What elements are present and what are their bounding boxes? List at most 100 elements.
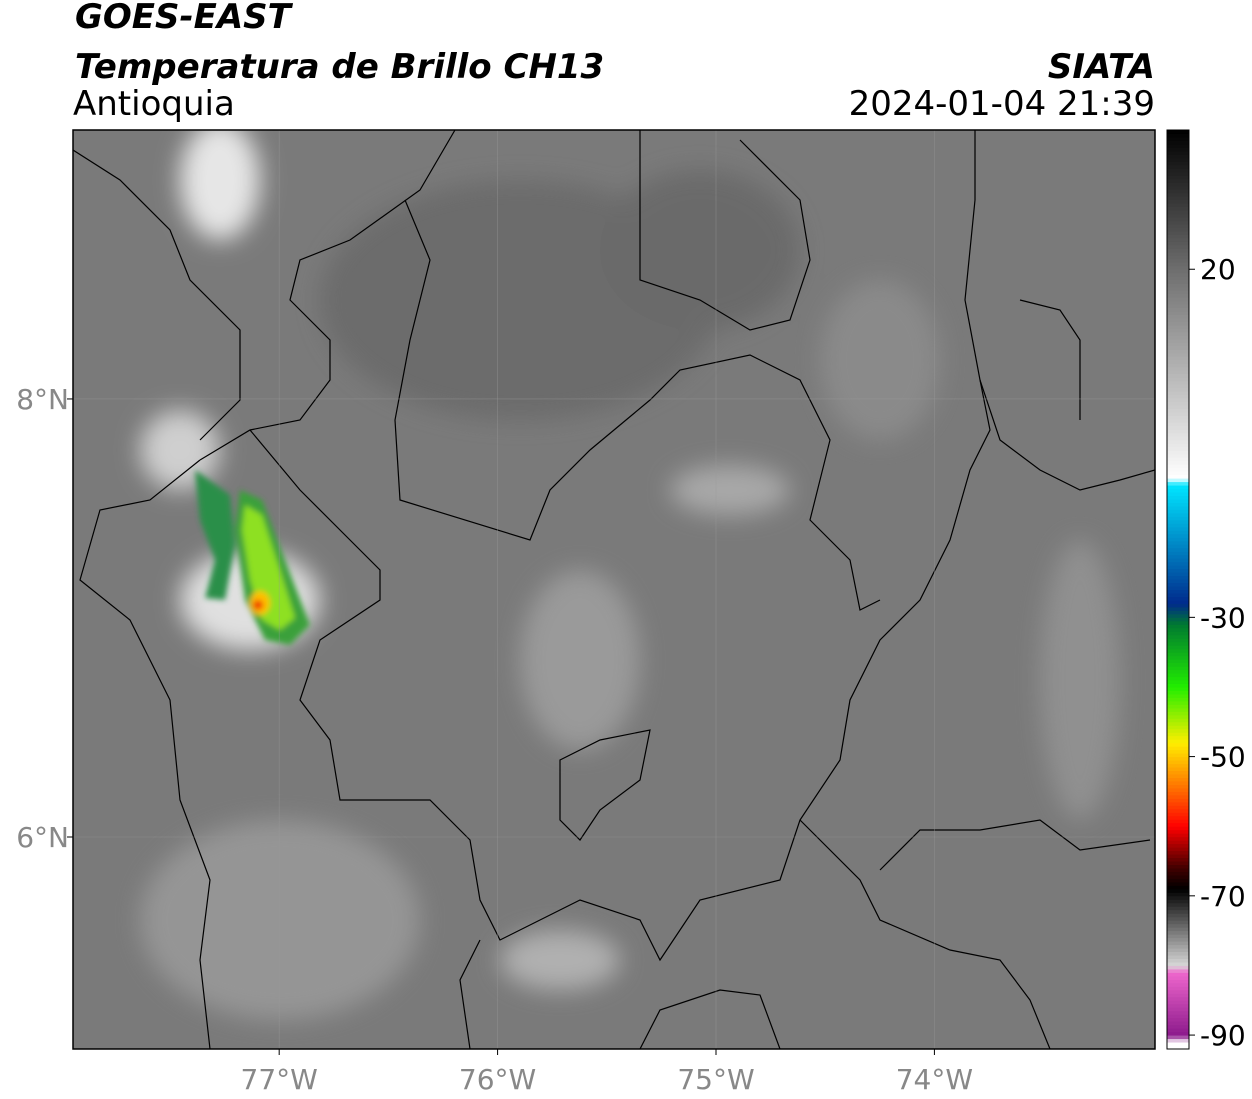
colorbar	[1167, 130, 1189, 1050]
colorbar-segment	[1167, 547, 1189, 552]
colorbar-segment	[1167, 297, 1189, 302]
colorbar-segment	[1167, 986, 1189, 991]
colorbar-segment	[1167, 1035, 1189, 1040]
colorbar-segment	[1167, 718, 1189, 723]
colorbar-segment	[1167, 906, 1189, 911]
colorbar-segment	[1167, 276, 1189, 281]
colorbar-segment	[1167, 840, 1189, 845]
colorbar-segment	[1167, 627, 1189, 632]
colorbar-segment	[1167, 516, 1189, 521]
colorbar-segment	[1167, 728, 1189, 733]
colorbar-segment	[1167, 443, 1189, 448]
colorbar-segment	[1167, 801, 1189, 806]
colorbar-segment	[1167, 773, 1189, 778]
colorbar-segment	[1167, 227, 1189, 232]
timestamp: 2024-01-04 21:39	[849, 84, 1155, 124]
colorbar-segment	[1167, 916, 1189, 921]
colorbar-segment	[1167, 617, 1189, 622]
colorbar-segment	[1167, 892, 1189, 897]
colorbar-segment	[1167, 436, 1189, 441]
colorbar-segment	[1167, 255, 1189, 260]
colorbar-segment	[1167, 157, 1189, 162]
colorbar-segment	[1167, 411, 1189, 416]
colorbar-segment	[1167, 951, 1189, 956]
x-tick-label: 76°W	[459, 1063, 536, 1096]
colorbar-segment	[1167, 742, 1189, 747]
colorbar-segment	[1167, 140, 1189, 145]
colorbar-segment	[1167, 178, 1189, 183]
colorbar-segment	[1167, 749, 1189, 754]
colorbar-segment	[1167, 756, 1189, 761]
colorbar-segment	[1167, 721, 1189, 726]
colorbar-segment	[1167, 874, 1189, 879]
colorbar-segment	[1167, 1021, 1189, 1026]
colorbar-segment	[1167, 686, 1189, 691]
colorbar-segment	[1167, 683, 1189, 688]
colorbar-segment	[1167, 606, 1189, 611]
colorbar-segment	[1167, 279, 1189, 284]
colorbar-segment	[1167, 714, 1189, 719]
colorbar-segment	[1167, 968, 1189, 973]
colorbar-segment	[1167, 377, 1189, 382]
colorbar-segment	[1167, 345, 1189, 350]
colorbar-segment	[1167, 164, 1189, 169]
colorbar-segment	[1167, 359, 1189, 364]
colorbar-segment	[1167, 777, 1189, 782]
colorbar-segment	[1167, 735, 1189, 740]
colorbar-segment	[1167, 937, 1189, 942]
colorbar-segment	[1167, 662, 1189, 667]
y-tick-label: 6°N	[16, 821, 69, 854]
colorbar-segment	[1167, 391, 1189, 396]
colorbar-segment	[1167, 787, 1189, 792]
colorbar-segment	[1167, 300, 1189, 305]
colorbar-segment	[1167, 401, 1189, 406]
colorbar-segment	[1167, 230, 1189, 235]
colorbar-segment	[1167, 704, 1189, 709]
colorbar-segment	[1167, 1031, 1189, 1036]
colorbar-tick-label: -30	[1200, 601, 1246, 634]
colorbar-segment	[1167, 561, 1189, 566]
colorbar-segment	[1167, 944, 1189, 949]
colorbar-segment	[1167, 130, 1189, 134]
colorbar-segment	[1167, 366, 1189, 371]
colorbar-segment	[1167, 304, 1189, 309]
colorbar-segment	[1167, 223, 1189, 228]
colorbar-segment	[1167, 530, 1189, 535]
colorbar-segment	[1167, 237, 1189, 242]
colorbar-segment	[1167, 133, 1189, 138]
colorbar-segment	[1167, 631, 1189, 636]
colorbar-tick-label: -70	[1200, 880, 1246, 913]
colorbar-segment	[1167, 920, 1189, 925]
colorbar-segment	[1167, 533, 1189, 538]
colorbar-segment	[1167, 408, 1189, 413]
colorbar-segment	[1167, 373, 1189, 378]
colorbar-segment	[1167, 286, 1189, 291]
colorbar-segment	[1167, 596, 1189, 601]
colorbar-segment	[1167, 519, 1189, 524]
colorbar-segment	[1167, 136, 1189, 141]
colorbar-segment	[1167, 847, 1189, 852]
colorbar-segment	[1167, 429, 1189, 434]
colorbar-segment	[1167, 857, 1189, 862]
colorbar-segment	[1167, 307, 1189, 312]
colorbar-segment	[1167, 669, 1189, 674]
colorbar-segment	[1167, 850, 1189, 855]
colorbar-segment	[1167, 210, 1189, 215]
colorbar-segment	[1167, 613, 1189, 618]
colorbar-segment	[1167, 432, 1189, 437]
colorbar-segment	[1167, 655, 1189, 660]
colorbar-segment	[1167, 467, 1189, 472]
colorbar-segment	[1167, 1003, 1189, 1008]
colorbar-segment	[1167, 199, 1189, 204]
colorbar-segment	[1167, 645, 1189, 650]
borders	[73, 130, 1155, 1049]
colorbar-segment	[1167, 405, 1189, 409]
colorbar-segment	[1167, 485, 1189, 490]
colorbar-segment	[1167, 269, 1189, 274]
colorbar-segment	[1167, 864, 1189, 869]
colorbar-segment	[1167, 488, 1189, 493]
colorbar-segment	[1167, 425, 1189, 430]
colorbar-segment	[1167, 948, 1189, 953]
colorbar-segment	[1167, 930, 1189, 935]
